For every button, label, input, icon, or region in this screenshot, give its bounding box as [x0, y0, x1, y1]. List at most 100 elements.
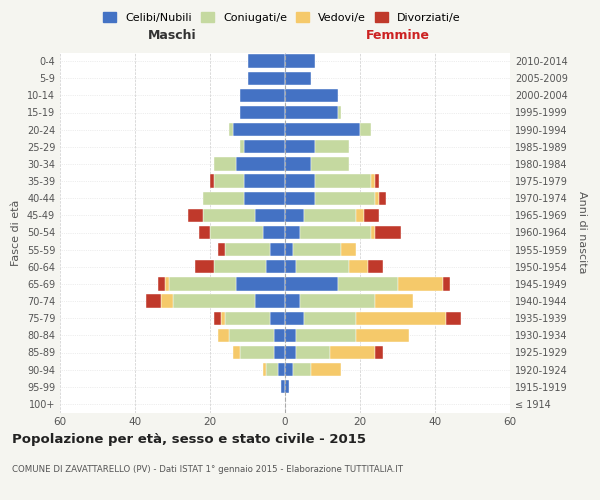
Bar: [248, 54, 285, 68]
Bar: [285, 174, 315, 188]
Bar: [285, 72, 311, 85]
Bar: [296, 328, 356, 342]
Bar: [300, 226, 371, 239]
Text: Maschi: Maschi: [148, 29, 197, 42]
Bar: [337, 277, 398, 290]
Bar: [371, 226, 375, 239]
Bar: [285, 140, 315, 153]
Bar: [285, 346, 296, 359]
Bar: [375, 346, 383, 359]
Bar: [356, 312, 446, 325]
Bar: [236, 277, 285, 290]
Bar: [285, 157, 311, 170]
Bar: [195, 260, 214, 274]
Bar: [214, 174, 244, 188]
Text: Popolazione per età, sesso e stato civile - 2015: Popolazione per età, sesso e stato civil…: [12, 432, 366, 446]
Bar: [187, 208, 203, 222]
Bar: [270, 243, 285, 256]
Bar: [296, 346, 330, 359]
Bar: [293, 363, 311, 376]
Bar: [375, 294, 413, 308]
Bar: [304, 208, 356, 222]
Bar: [315, 174, 371, 188]
Bar: [285, 54, 315, 68]
Bar: [255, 294, 285, 308]
Bar: [203, 208, 255, 222]
Bar: [236, 157, 285, 170]
Bar: [285, 312, 304, 325]
Bar: [240, 346, 274, 359]
Bar: [337, 106, 341, 119]
Bar: [218, 243, 225, 256]
Bar: [225, 312, 270, 325]
Bar: [266, 363, 277, 376]
Bar: [356, 208, 364, 222]
Bar: [285, 208, 304, 222]
Bar: [285, 243, 293, 256]
Bar: [266, 260, 285, 274]
Bar: [285, 192, 315, 205]
Bar: [315, 140, 349, 153]
Bar: [218, 328, 229, 342]
Bar: [233, 346, 240, 359]
Bar: [146, 294, 161, 308]
Bar: [285, 328, 296, 342]
Bar: [221, 312, 225, 325]
Bar: [367, 260, 383, 274]
Bar: [244, 140, 285, 153]
Bar: [285, 363, 293, 376]
Bar: [311, 363, 341, 376]
Bar: [244, 192, 285, 205]
Bar: [233, 123, 285, 136]
Bar: [315, 192, 375, 205]
Bar: [285, 380, 289, 394]
Bar: [244, 174, 285, 188]
Bar: [360, 123, 371, 136]
Bar: [304, 312, 356, 325]
Bar: [375, 192, 379, 205]
Bar: [277, 363, 285, 376]
Bar: [330, 346, 375, 359]
Bar: [285, 294, 300, 308]
Bar: [173, 294, 255, 308]
Bar: [375, 226, 401, 239]
Bar: [296, 260, 349, 274]
Bar: [165, 277, 169, 290]
Bar: [398, 277, 443, 290]
Text: Femmine: Femmine: [365, 29, 430, 42]
Bar: [214, 157, 236, 170]
Bar: [214, 312, 221, 325]
Bar: [443, 277, 450, 290]
Bar: [169, 277, 236, 290]
Bar: [293, 243, 341, 256]
Bar: [248, 72, 285, 85]
Bar: [240, 88, 285, 102]
Text: COMUNE DI ZAVATTARELLO (PV) - Dati ISTAT 1° gennaio 2015 - Elaborazione TUTTITAL: COMUNE DI ZAVATTARELLO (PV) - Dati ISTAT…: [12, 466, 403, 474]
Bar: [214, 260, 266, 274]
Bar: [356, 328, 409, 342]
Bar: [375, 174, 379, 188]
Bar: [285, 277, 337, 290]
Bar: [446, 312, 461, 325]
Bar: [300, 294, 375, 308]
Bar: [285, 226, 300, 239]
Bar: [263, 226, 285, 239]
Bar: [210, 226, 263, 239]
Bar: [229, 328, 274, 342]
Bar: [263, 363, 266, 376]
Bar: [270, 312, 285, 325]
Bar: [281, 380, 285, 394]
Bar: [379, 192, 386, 205]
Bar: [210, 174, 214, 188]
Bar: [157, 277, 165, 290]
Bar: [364, 208, 379, 222]
Bar: [285, 106, 337, 119]
Bar: [161, 294, 173, 308]
Bar: [203, 192, 244, 205]
Bar: [229, 123, 233, 136]
Bar: [274, 346, 285, 359]
Bar: [285, 123, 360, 136]
Legend: Celibi/Nubili, Coniugati/e, Vedovi/e, Divorziati/e: Celibi/Nubili, Coniugati/e, Vedovi/e, Di…: [99, 8, 465, 28]
Bar: [371, 174, 375, 188]
Bar: [349, 260, 367, 274]
